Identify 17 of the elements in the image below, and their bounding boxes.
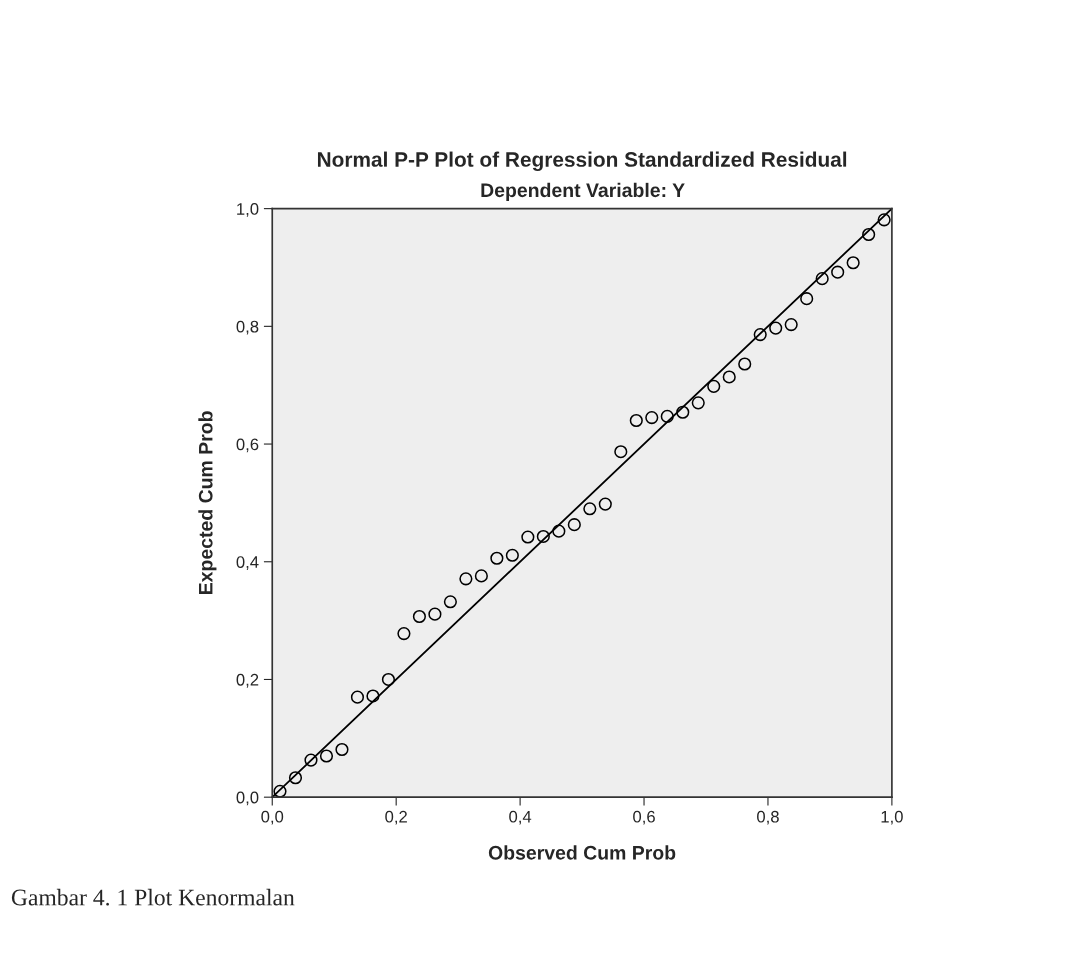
- y-tick-label: 0,2: [236, 673, 259, 688]
- y-tick-label: 0,0: [236, 791, 259, 806]
- chart-subtitle: Dependent Variable: Y: [481, 182, 685, 201]
- y-tick-label: 0,6: [236, 438, 259, 453]
- x-tick-label: 0,0: [261, 810, 284, 825]
- text: Gambar 4. 1 Plot Kenormalan: [11, 888, 295, 906]
- y-tick-label: 0,4: [236, 556, 259, 570]
- y-tick-label: 1,0: [237, 203, 259, 217]
- x-tick-label: 0,8: [757, 810, 779, 825]
- y-axis-title: Expected Cum Prob: [198, 411, 217, 594]
- x-tick-label: 0,6: [633, 810, 655, 825]
- chart-title: Normal P-P Plot of Regression Standardized Residual: [317, 151, 847, 172]
- x-tick-label: 0,2: [385, 810, 407, 825]
- x-axis-title: Observed Cum Prob: [488, 845, 676, 860]
- y-tick-label: 0,8: [236, 320, 259, 335]
- x-tick-label: 0,4: [509, 810, 532, 825]
- x-tick-label: 1,0: [881, 810, 903, 825]
